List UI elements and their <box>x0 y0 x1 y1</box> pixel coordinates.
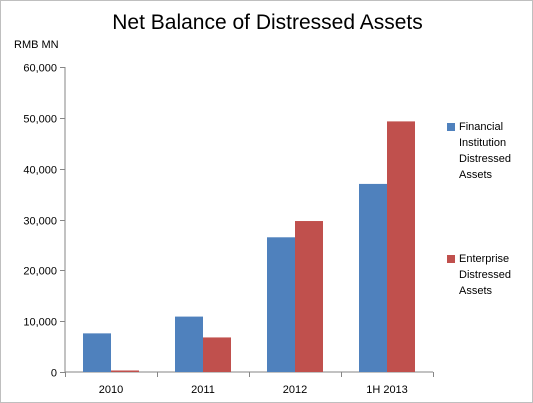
bar-enterprise-2011 <box>203 337 231 372</box>
legend-swatch-enterprise <box>447 255 455 263</box>
bar-enterprise-2010 <box>111 370 139 372</box>
bar-financial-2012 <box>267 237 295 372</box>
legend-swatch-financial <box>447 123 455 131</box>
y-tick-label: 40,000 <box>23 165 57 177</box>
y-tick-label: 50,000 <box>23 114 57 126</box>
chart-title: Net Balance of Distressed Assets <box>112 11 423 34</box>
x-tick-label: 1H 2013 <box>366 384 408 396</box>
bar-financial-2010 <box>83 333 111 372</box>
bar-enterprise-1h-2013 <box>387 121 415 373</box>
bar-financial-1h-2013 <box>359 183 387 372</box>
y-tick-label: 20,000 <box>23 266 57 278</box>
y-tick-label: 30,000 <box>23 216 57 228</box>
bar-enterprise-2012 <box>295 221 323 372</box>
legend-label-enterprise: Enterprise Distressed Assets <box>459 253 511 297</box>
y-axis-unit-label: RMB MN <box>14 39 59 51</box>
y-tick-label: 0 <box>51 368 57 380</box>
bar-financial-2011 <box>175 316 203 372</box>
x-tick-label: 2011 <box>191 384 215 396</box>
y-tick-label: 10,000 <box>23 317 57 329</box>
legend-item-financial: Financial Institution Distressed Assets <box>447 119 525 183</box>
x-tick-label: 2012 <box>283 384 307 396</box>
legend-item-enterprise: Enterprise Distressed Assets <box>447 251 525 299</box>
legend-label-financial: Financial Institution Distressed Assets <box>459 121 511 181</box>
y-tick-label: 60,000 <box>23 63 57 75</box>
x-tick-label: 2010 <box>99 384 123 396</box>
